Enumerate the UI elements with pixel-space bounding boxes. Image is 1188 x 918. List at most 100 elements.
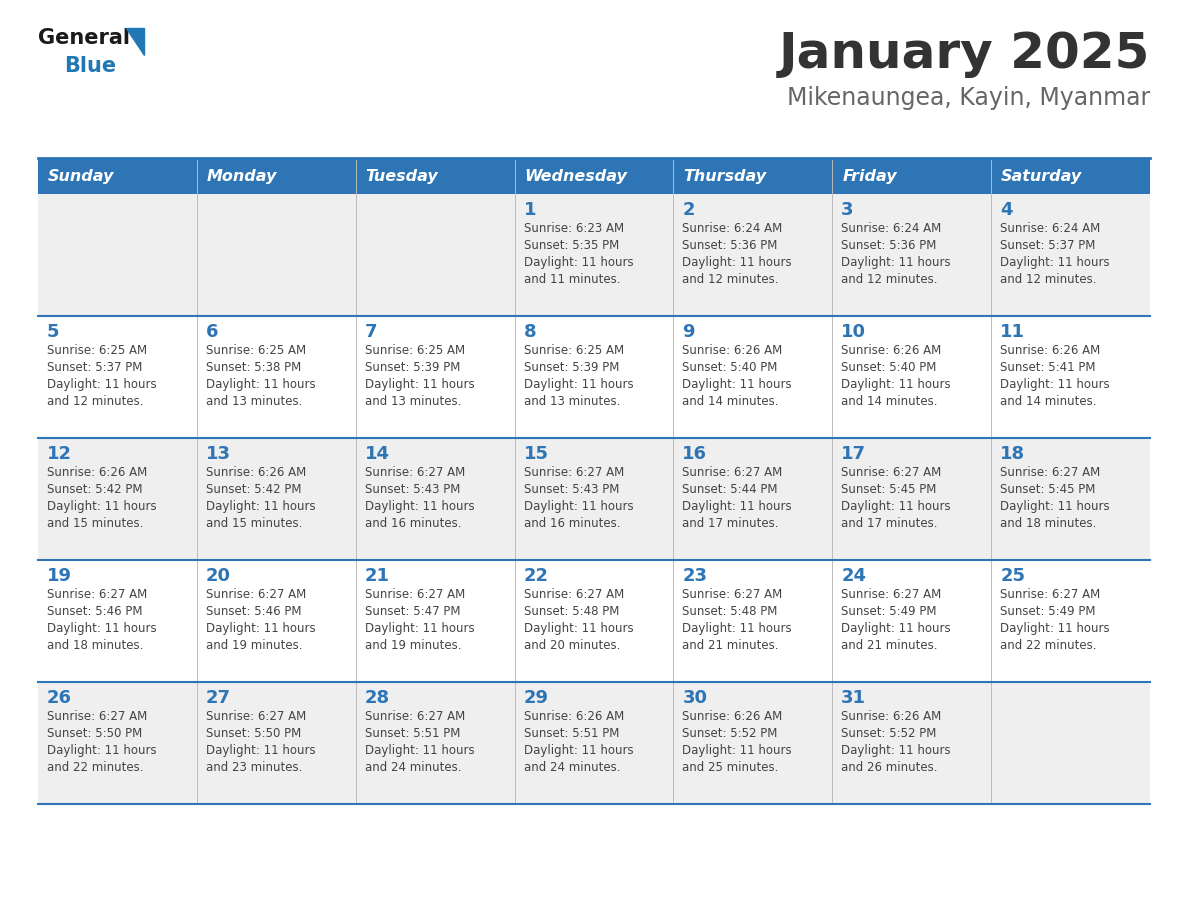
Text: Sunset: 5:47 PM: Sunset: 5:47 PM <box>365 605 460 618</box>
Bar <box>355 560 514 682</box>
Text: Sunrise: 6:26 AM: Sunrise: 6:26 AM <box>841 344 942 357</box>
Bar <box>355 194 514 316</box>
Bar <box>991 560 1150 682</box>
Text: Daylight: 11 hours: Daylight: 11 hours <box>48 500 157 513</box>
Text: Daylight: 11 hours: Daylight: 11 hours <box>206 744 316 757</box>
Text: Sunrise: 6:27 AM: Sunrise: 6:27 AM <box>206 710 307 723</box>
Text: and 25 minutes.: and 25 minutes. <box>682 761 779 774</box>
Text: and 22 minutes.: and 22 minutes. <box>1000 639 1097 652</box>
Text: and 26 minutes.: and 26 minutes. <box>841 761 937 774</box>
Text: Daylight: 11 hours: Daylight: 11 hours <box>365 500 474 513</box>
Text: and 18 minutes.: and 18 minutes. <box>48 639 144 652</box>
Bar <box>38 560 197 682</box>
Text: Sunrise: 6:27 AM: Sunrise: 6:27 AM <box>841 588 942 601</box>
Text: and 17 minutes.: and 17 minutes. <box>682 517 779 530</box>
Text: Monday: Monday <box>207 169 277 184</box>
Bar <box>38 194 197 316</box>
Text: 27: 27 <box>206 689 230 707</box>
Text: Sunrise: 6:26 AM: Sunrise: 6:26 AM <box>1000 344 1100 357</box>
Text: 5: 5 <box>48 323 59 341</box>
Bar <box>514 560 674 682</box>
Text: and 19 minutes.: and 19 minutes. <box>365 639 461 652</box>
Bar <box>38 158 197 194</box>
Text: 19: 19 <box>48 567 72 585</box>
Text: Sunset: 5:37 PM: Sunset: 5:37 PM <box>48 361 143 374</box>
Text: Daylight: 11 hours: Daylight: 11 hours <box>841 256 950 269</box>
Text: 24: 24 <box>841 567 866 585</box>
Text: Daylight: 11 hours: Daylight: 11 hours <box>841 500 950 513</box>
Text: Sunset: 5:45 PM: Sunset: 5:45 PM <box>1000 483 1095 496</box>
Bar <box>197 560 355 682</box>
Text: Sunset: 5:43 PM: Sunset: 5:43 PM <box>524 483 619 496</box>
Text: 31: 31 <box>841 689 866 707</box>
Text: Daylight: 11 hours: Daylight: 11 hours <box>524 256 633 269</box>
Text: General: General <box>38 28 129 48</box>
Text: Sunset: 5:40 PM: Sunset: 5:40 PM <box>841 361 936 374</box>
Text: and 12 minutes.: and 12 minutes. <box>48 395 144 408</box>
Text: Sunrise: 6:23 AM: Sunrise: 6:23 AM <box>524 222 624 235</box>
Bar <box>355 438 514 560</box>
Text: Daylight: 11 hours: Daylight: 11 hours <box>524 378 633 391</box>
Bar <box>674 438 833 560</box>
Bar <box>674 560 833 682</box>
Text: 14: 14 <box>365 445 390 463</box>
Text: Sunset: 5:41 PM: Sunset: 5:41 PM <box>1000 361 1095 374</box>
Text: Sunrise: 6:27 AM: Sunrise: 6:27 AM <box>682 588 783 601</box>
Text: Sunset: 5:46 PM: Sunset: 5:46 PM <box>206 605 302 618</box>
Text: Sunrise: 6:27 AM: Sunrise: 6:27 AM <box>365 588 465 601</box>
Text: Daylight: 11 hours: Daylight: 11 hours <box>48 622 157 635</box>
Text: 4: 4 <box>1000 201 1012 219</box>
Text: 7: 7 <box>365 323 378 341</box>
Text: and 24 minutes.: and 24 minutes. <box>365 761 461 774</box>
Text: Sunset: 5:48 PM: Sunset: 5:48 PM <box>682 605 778 618</box>
Text: Daylight: 11 hours: Daylight: 11 hours <box>524 744 633 757</box>
Text: 29: 29 <box>524 689 549 707</box>
Text: Sunset: 5:49 PM: Sunset: 5:49 PM <box>1000 605 1095 618</box>
Text: Sunrise: 6:27 AM: Sunrise: 6:27 AM <box>48 710 147 723</box>
Bar <box>38 682 197 804</box>
Text: Daylight: 11 hours: Daylight: 11 hours <box>682 378 792 391</box>
Text: 25: 25 <box>1000 567 1025 585</box>
Bar <box>514 158 674 194</box>
Text: Sunset: 5:38 PM: Sunset: 5:38 PM <box>206 361 301 374</box>
Text: Daylight: 11 hours: Daylight: 11 hours <box>682 256 792 269</box>
Text: 30: 30 <box>682 689 707 707</box>
Bar <box>38 316 197 438</box>
Text: and 11 minutes.: and 11 minutes. <box>524 273 620 286</box>
Text: Sunset: 5:52 PM: Sunset: 5:52 PM <box>841 727 936 740</box>
Bar <box>833 316 991 438</box>
Bar <box>991 438 1150 560</box>
Text: Daylight: 11 hours: Daylight: 11 hours <box>524 500 633 513</box>
Bar <box>514 682 674 804</box>
Text: 8: 8 <box>524 323 536 341</box>
Text: Sunset: 5:52 PM: Sunset: 5:52 PM <box>682 727 778 740</box>
Text: Sunset: 5:50 PM: Sunset: 5:50 PM <box>206 727 301 740</box>
Text: 2: 2 <box>682 201 695 219</box>
Text: Sunset: 5:37 PM: Sunset: 5:37 PM <box>1000 239 1095 252</box>
Bar <box>991 158 1150 194</box>
Bar <box>833 158 991 194</box>
Text: Sunrise: 6:25 AM: Sunrise: 6:25 AM <box>206 344 307 357</box>
Bar <box>991 316 1150 438</box>
Bar <box>197 158 355 194</box>
Text: Sunrise: 6:24 AM: Sunrise: 6:24 AM <box>841 222 942 235</box>
Text: 15: 15 <box>524 445 549 463</box>
Text: Sunrise: 6:27 AM: Sunrise: 6:27 AM <box>365 466 465 479</box>
Text: Daylight: 11 hours: Daylight: 11 hours <box>365 622 474 635</box>
Text: Sunrise: 6:26 AM: Sunrise: 6:26 AM <box>206 466 307 479</box>
Text: Sunrise: 6:24 AM: Sunrise: 6:24 AM <box>682 222 783 235</box>
Text: and 12 minutes.: and 12 minutes. <box>841 273 937 286</box>
Text: Daylight: 11 hours: Daylight: 11 hours <box>682 744 792 757</box>
Polygon shape <box>126 28 144 55</box>
Text: Daylight: 11 hours: Daylight: 11 hours <box>1000 622 1110 635</box>
Text: and 18 minutes.: and 18 minutes. <box>1000 517 1097 530</box>
Text: and 21 minutes.: and 21 minutes. <box>841 639 937 652</box>
Text: Sunset: 5:49 PM: Sunset: 5:49 PM <box>841 605 937 618</box>
Text: and 14 minutes.: and 14 minutes. <box>682 395 779 408</box>
Text: Wednesday: Wednesday <box>525 169 627 184</box>
Text: Sunrise: 6:27 AM: Sunrise: 6:27 AM <box>1000 588 1100 601</box>
Text: 6: 6 <box>206 323 219 341</box>
Text: Sunset: 5:40 PM: Sunset: 5:40 PM <box>682 361 778 374</box>
Text: and 22 minutes.: and 22 minutes. <box>48 761 144 774</box>
Text: Daylight: 11 hours: Daylight: 11 hours <box>206 500 316 513</box>
